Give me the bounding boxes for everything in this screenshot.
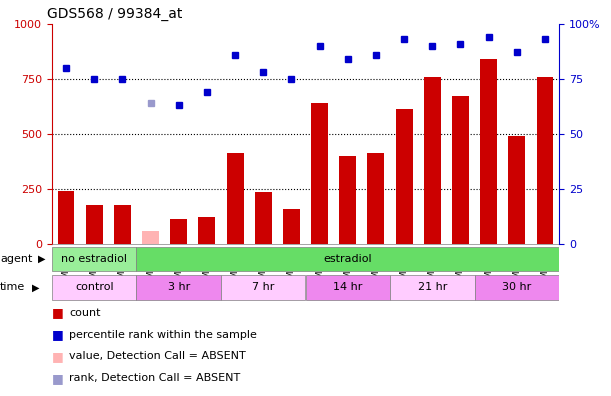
Bar [508, 136, 525, 244]
Bar [170, 219, 187, 244]
Bar [221, 275, 306, 300]
Text: control: control [75, 282, 114, 293]
Text: percentile rank within the sample: percentile rank within the sample [69, 329, 257, 340]
Text: ■: ■ [52, 328, 64, 341]
Bar [424, 76, 441, 244]
Bar [255, 192, 272, 244]
Text: ▶: ▶ [38, 254, 45, 264]
Text: ■: ■ [52, 307, 64, 319]
Bar [52, 275, 136, 300]
Bar [306, 275, 390, 300]
Text: rank, Detection Call = ABSENT: rank, Detection Call = ABSENT [69, 373, 240, 383]
Bar [311, 103, 328, 244]
Text: 3 hr: 3 hr [167, 282, 190, 293]
Text: value, Detection Call = ABSENT: value, Detection Call = ABSENT [69, 351, 246, 362]
Bar [536, 76, 554, 244]
Bar [114, 205, 131, 244]
Text: ■: ■ [52, 372, 64, 385]
Bar [367, 153, 384, 244]
Bar [283, 209, 300, 244]
Bar [452, 96, 469, 244]
Text: ■: ■ [52, 350, 64, 363]
Text: 21 hr: 21 hr [417, 282, 447, 293]
Text: ▶: ▶ [32, 282, 40, 293]
Bar [480, 59, 497, 244]
Bar [475, 275, 559, 300]
Text: GDS568 / 99384_at: GDS568 / 99384_at [47, 8, 182, 21]
Bar [142, 231, 159, 244]
Bar [227, 153, 244, 244]
Bar [57, 191, 75, 244]
Bar [86, 205, 103, 244]
Bar [136, 275, 221, 300]
Text: time: time [0, 282, 25, 293]
Bar [396, 109, 412, 244]
Text: no estradiol: no estradiol [61, 254, 127, 264]
Text: 14 hr: 14 hr [333, 282, 362, 293]
Bar [199, 217, 215, 244]
Bar [339, 156, 356, 244]
Bar [52, 247, 136, 271]
Bar [136, 247, 559, 271]
Text: count: count [69, 308, 101, 318]
Text: 7 hr: 7 hr [252, 282, 274, 293]
Bar [390, 275, 475, 300]
Text: agent: agent [0, 254, 32, 264]
Text: 30 hr: 30 hr [502, 282, 532, 293]
Text: estradiol: estradiol [323, 254, 372, 264]
